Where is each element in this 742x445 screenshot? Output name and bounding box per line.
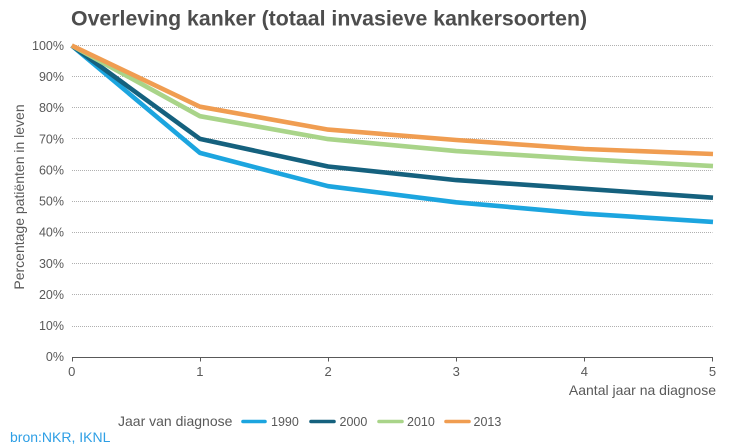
svg-text:100%: 100% [32,39,64,53]
svg-text:Overleving kanker (totaal inva: Overleving kanker (totaal invasieve kank… [71,6,587,30]
svg-text:40%: 40% [39,226,64,240]
svg-text:Aantal jaar na diagnose: Aantal jaar na diagnose [569,382,716,398]
svg-text:4: 4 [581,364,588,379]
svg-text:90%: 90% [39,70,64,84]
svg-text:30%: 30% [39,257,64,271]
svg-text:60%: 60% [39,163,64,177]
svg-text:2: 2 [324,364,331,379]
svg-text:2000: 2000 [340,415,368,429]
svg-text:80%: 80% [39,101,64,115]
svg-text:50%: 50% [39,195,64,209]
svg-text:1990: 1990 [271,415,299,429]
svg-text:Jaar van diagnose: Jaar van diagnose [118,413,233,429]
svg-text:10%: 10% [39,319,64,333]
svg-text:Percentage patiënten in leven: Percentage patiënten in leven [11,104,27,289]
svg-text:2010: 2010 [407,415,435,429]
svg-text:3: 3 [453,364,460,379]
svg-text:1: 1 [196,364,203,379]
svg-text:2013: 2013 [474,415,502,429]
svg-text:0%: 0% [46,350,64,364]
svg-text:bron:NKR, IKNL: bron:NKR, IKNL [10,429,111,445]
svg-text:5: 5 [709,364,716,379]
svg-text:70%: 70% [39,132,64,146]
svg-text:20%: 20% [39,288,64,302]
svg-text:0: 0 [68,364,75,379]
